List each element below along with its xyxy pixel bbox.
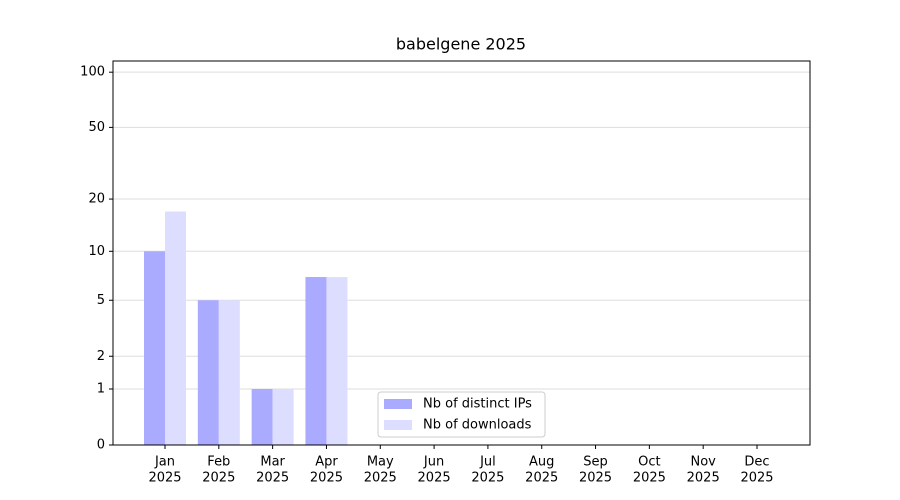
- y-tick-label: 50: [88, 120, 105, 135]
- x-tick-label: Oct: [638, 455, 660, 470]
- x-tick-label: Apr: [315, 455, 338, 470]
- x-tick-label: 2025: [740, 471, 773, 486]
- x-tick-label: 2025: [148, 471, 181, 486]
- y-tick-label: 0: [97, 438, 105, 453]
- x-tick-label: 2025: [687, 471, 720, 486]
- chart-title: babelgene 2025: [396, 35, 526, 54]
- x-tick-label: 2025: [471, 471, 504, 486]
- legend-box: [377, 391, 546, 438]
- x-tick-label: 2025: [364, 471, 397, 486]
- legend-swatch: [384, 399, 412, 409]
- x-tick-label: 2025: [310, 471, 343, 486]
- x-tick-label: Mar: [260, 455, 285, 470]
- x-tick-label: Jun: [423, 455, 444, 470]
- bar: [165, 211, 186, 445]
- legend-swatch: [384, 420, 412, 430]
- x-tick-label: Jan: [154, 455, 175, 470]
- x-tick-label: Dec: [744, 455, 769, 470]
- bar: [218, 300, 240, 445]
- x-tick-label: Nov: [690, 455, 716, 470]
- bar: [272, 389, 294, 445]
- y-tick-label: 20: [88, 192, 105, 207]
- x-tick-label: Jul: [479, 455, 496, 470]
- bar: [197, 300, 219, 445]
- bar: [326, 277, 348, 445]
- x-tick-label: Feb: [207, 455, 230, 470]
- y-tick-label: 100: [80, 65, 105, 80]
- bar: [305, 277, 327, 445]
- x-tick-label: Sep: [583, 455, 608, 470]
- x-tick-label: 2025: [256, 471, 289, 486]
- legend-label: Nb of downloads: [423, 418, 532, 433]
- x-tick-label: 2025: [525, 471, 558, 486]
- y-tick-label: 5: [97, 293, 105, 308]
- x-tick-label: May: [367, 455, 394, 470]
- x-tick-label: 2025: [579, 471, 612, 486]
- x-tick-label: Aug: [529, 455, 554, 470]
- x-tick-label: 2025: [633, 471, 666, 486]
- x-tick-label: 2025: [202, 471, 235, 486]
- bar: [144, 251, 165, 445]
- legend-label: Nb of distinct IPs: [423, 397, 532, 412]
- x-tick-label: 2025: [418, 471, 451, 486]
- y-tick-label: 2: [97, 349, 105, 364]
- y-tick-label: 10: [88, 244, 105, 259]
- bar: [251, 389, 273, 445]
- plot-frame: [112, 60, 811, 446]
- y-tick-label: 1: [97, 382, 105, 397]
